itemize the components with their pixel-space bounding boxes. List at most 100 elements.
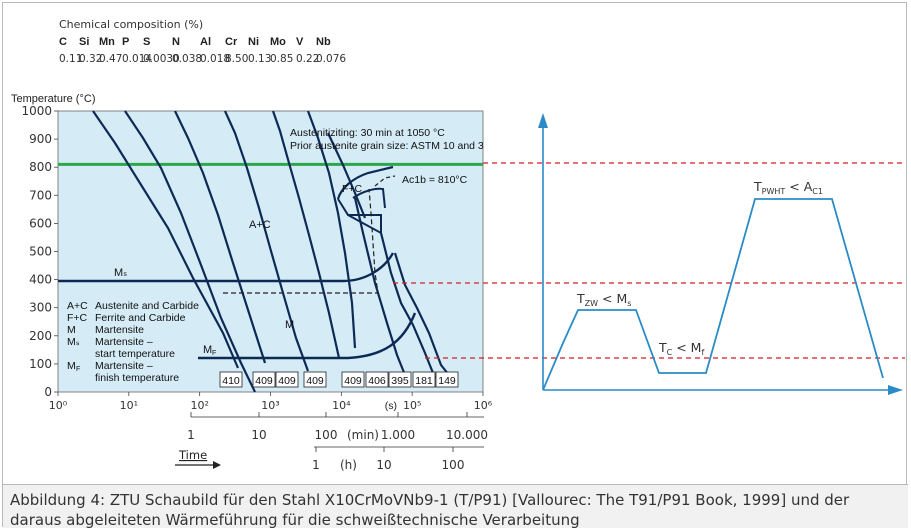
time-arrow-head <box>213 461 221 469</box>
hardness-box <box>341 371 365 388</box>
fc-region-outline <box>337 198 382 235</box>
y-tick-label: 300 <box>29 301 52 315</box>
y-tick-label: 600 <box>29 216 52 230</box>
label-tc-rest-sub: f <box>701 348 704 357</box>
element-symbol: C <box>59 36 67 48</box>
h-scale-label: 10 <box>376 458 391 472</box>
hardness-box <box>388 371 412 388</box>
hardness-box <box>412 371 436 388</box>
label-tpwht-rest: < A <box>785 179 812 194</box>
min-scale-label: 100 <box>315 428 338 442</box>
fc-inner-curve <box>352 187 386 209</box>
cooling-curve <box>92 110 240 369</box>
element-symbol: P <box>122 36 129 48</box>
element-symbol: Nb <box>316 36 331 48</box>
legend-symbol: A+C <box>67 300 88 312</box>
cooling-curve <box>174 110 267 364</box>
label-tpwht-sub: PWHT <box>762 187 786 196</box>
chemical-composition-table: Chemical composition (%) C 0.11 Si 0.32 Mn 0.… <box>59 18 346 65</box>
label-tzw: TZW < Ms <box>576 291 631 308</box>
cooling-curve <box>124 110 256 393</box>
label-mf-subscript: F <box>212 350 216 357</box>
min-scale-label: 1 <box>187 428 195 442</box>
hardness-value: 409 <box>255 375 273 387</box>
label-tpwht-rest-sub: C1 <box>812 187 823 196</box>
element-value: 0.47 <box>99 53 122 65</box>
h-scale-label: 1 <box>312 458 320 472</box>
element-symbol: Si <box>79 36 89 48</box>
hardness-box <box>252 371 276 388</box>
legend-symbol: M <box>67 324 76 336</box>
legend-text: Martensite – <box>95 336 153 348</box>
y-tick-label: 900 <box>29 132 52 146</box>
element-value: 0.13 <box>248 53 271 65</box>
cooling-curve <box>306 110 357 349</box>
x-tick-label: 10³ <box>261 399 279 412</box>
element-value: 0.22 <box>296 53 319 65</box>
element-value: 0.018 <box>200 53 230 65</box>
annotation-austenitizing: Austenitiziting: 30 min at 1050 °C <box>290 127 445 139</box>
hardness-value: 406 <box>368 375 386 387</box>
time-label: Time <box>178 448 207 462</box>
legend-symbol-subscript: F <box>76 366 80 373</box>
legend-text: Ferrite and Carbide <box>95 312 186 324</box>
element-value: 0.85 <box>270 53 293 65</box>
annotation-grain-size: Prior austenite grain size: ASTM 10 and … <box>290 140 484 152</box>
hardness-value: 409 <box>344 375 362 387</box>
legend-text-line2: start temperature <box>95 348 175 360</box>
x-tick-label: 10¹ <box>120 399 138 412</box>
ms-line <box>58 252 395 283</box>
h-scale-label: 100 <box>442 458 465 472</box>
figure-svg: Chemical composition (%) C 0.11 Si 0.32 Mn 0.… <box>11 18 905 472</box>
element-symbol: Mn <box>99 36 115 48</box>
cct-diagram: Temperature (°C) 0 100 200 300 400 500 600 700 80… <box>11 93 493 472</box>
cooling-curve <box>223 110 310 372</box>
fc-upper-curve <box>336 165 394 200</box>
hardness-box <box>435 371 459 388</box>
dashed-transformation-line <box>223 188 379 294</box>
mf-line <box>198 312 417 360</box>
y-tick-label: 200 <box>29 329 52 343</box>
y-tick-label: 800 <box>29 160 52 174</box>
legend-text-line2: finish temperature <box>95 372 179 384</box>
y-tick-label: 500 <box>29 245 52 259</box>
temperature-profile-line <box>542 198 884 391</box>
hardness-box <box>219 371 243 388</box>
label-tzw-main: T <box>576 291 585 306</box>
legend-symbol: M <box>67 360 76 372</box>
hardness-value: 409 <box>278 375 296 387</box>
element-symbol: Mo <box>270 36 286 48</box>
cooling-curve <box>271 110 341 359</box>
element-symbol: N <box>172 36 180 48</box>
element-value: 0.076 <box>316 53 346 65</box>
x-tick-label: 10⁴ <box>332 399 351 412</box>
hardness-box <box>365 371 389 388</box>
figure-caption: Abbildung 4: ZTU Schaubild für den Stahl… <box>3 484 908 528</box>
h-scale-unit: (h) <box>340 458 357 472</box>
element-symbol: S <box>143 36 150 48</box>
label-tc: TC < Mf <box>658 340 704 357</box>
element-value: 0.0030 <box>143 53 180 65</box>
cooling-curve <box>353 197 407 376</box>
cooling-curve <box>327 132 367 219</box>
label-tc-main: T <box>658 340 667 355</box>
y-tick-label: 100 <box>29 357 52 371</box>
element-symbol: Cr <box>225 36 238 48</box>
region-label-m: M <box>285 319 294 331</box>
label-tpwht: TPWHT < AC1 <box>753 179 823 196</box>
region-label-ac: A+C <box>249 219 271 231</box>
label-tzw-sub: ZW <box>585 299 598 308</box>
label-mf: M <box>203 344 212 356</box>
label-tc-sub: C <box>667 348 673 357</box>
y-tick-label: 400 <box>29 273 52 287</box>
legend-symbol: F+C <box>67 312 88 324</box>
min-scale-label: 1.000 <box>381 428 415 442</box>
x-tick-label: 10⁵ <box>403 399 421 412</box>
min-scale-label: 10 <box>251 428 266 442</box>
element-value: 0.014 <box>122 53 152 65</box>
hardness-value: 149 <box>438 375 456 387</box>
legend-text: Austenite and Carbide <box>95 300 199 312</box>
element-value: 0.32 <box>79 53 102 65</box>
